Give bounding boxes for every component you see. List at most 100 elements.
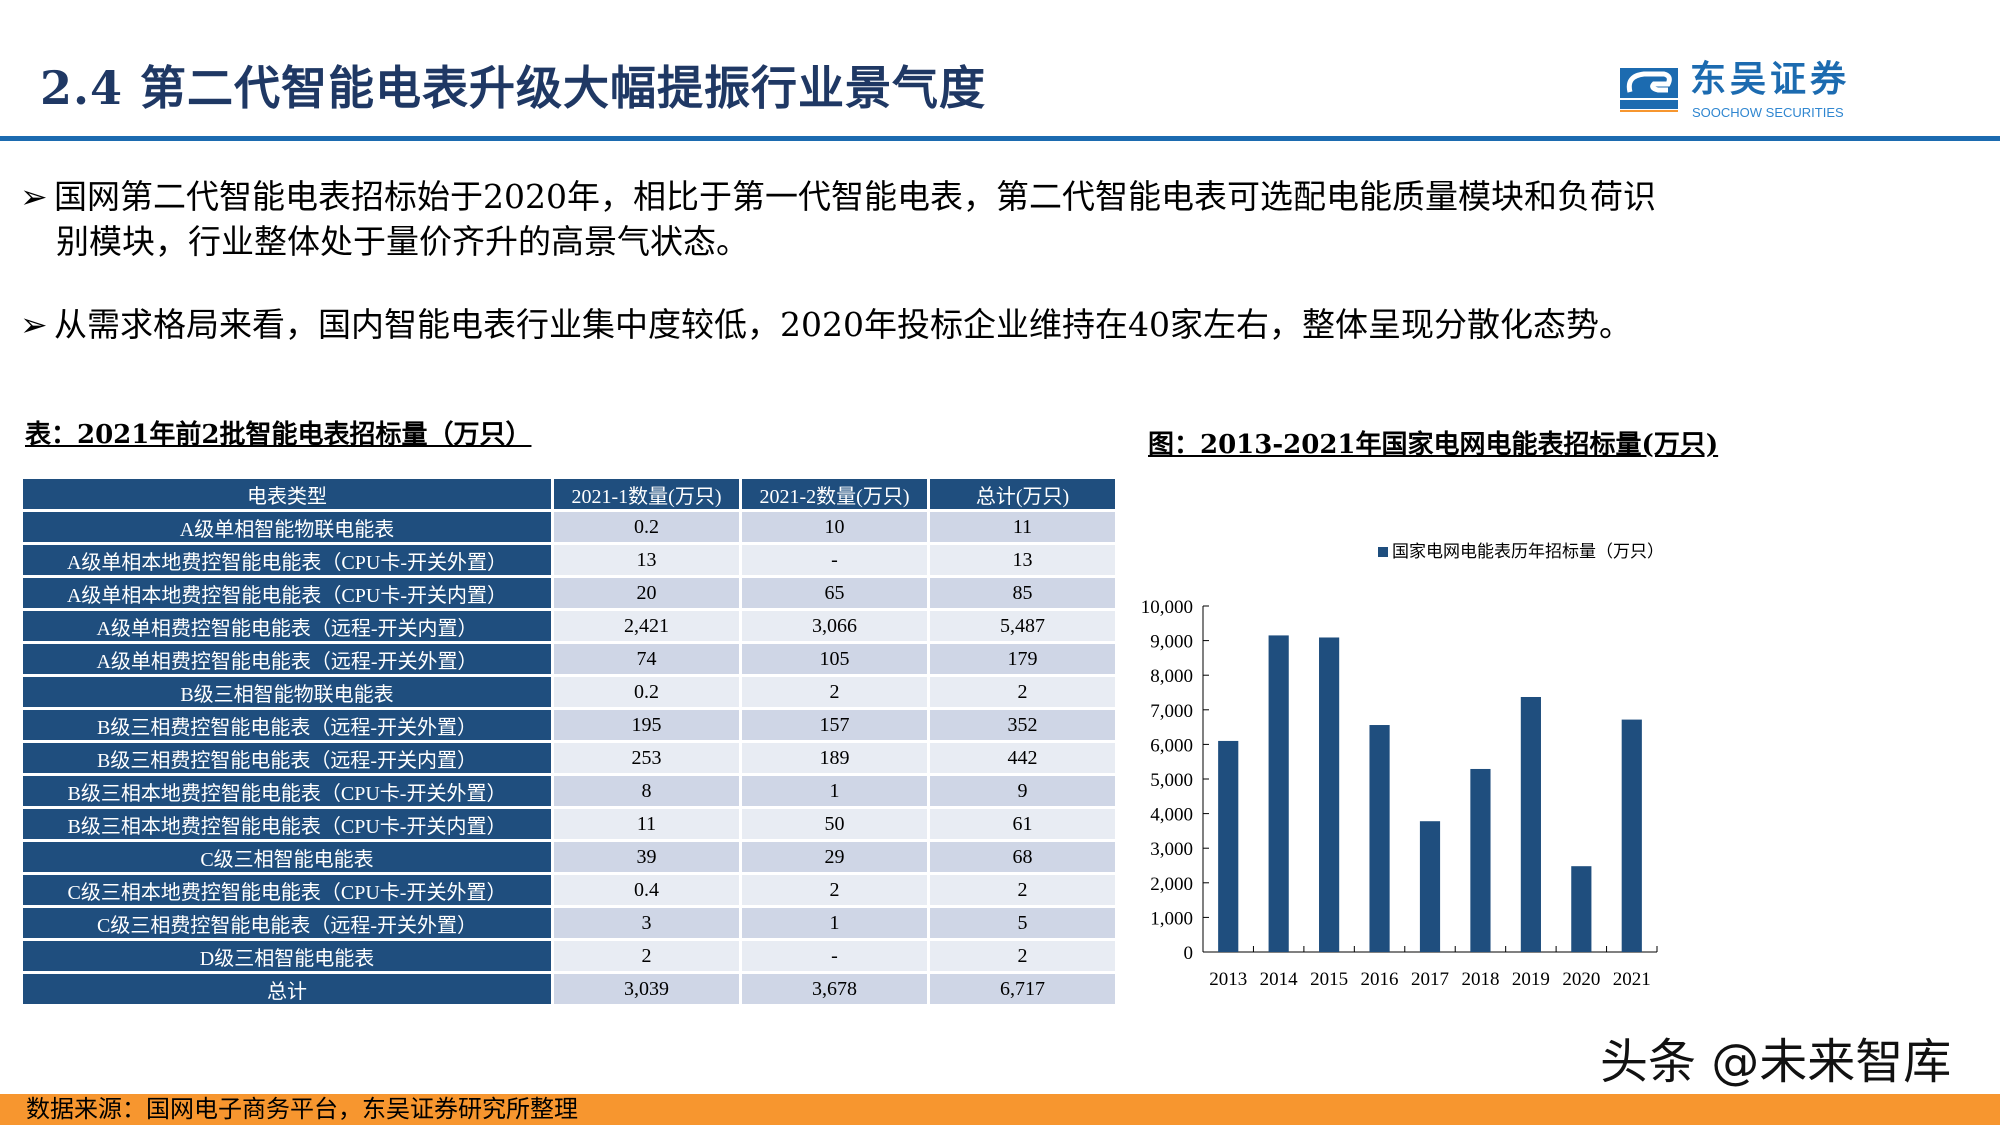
value-cell: 3 xyxy=(554,908,739,938)
bar-2015 xyxy=(1319,637,1340,952)
value-cell: - xyxy=(742,545,927,575)
y-tick-label: 0 xyxy=(1184,943,1194,964)
table-row: D级三相智能电能表 2-2 xyxy=(23,941,1115,971)
chart-caption: 图：2013-2021年国家电网电能表招标量(万只) xyxy=(1148,430,1719,460)
meter-type-cell: C级三相费控智能电能表（远程-开关外置） xyxy=(23,908,551,938)
meter-type-cell: B级三相本地费控智能电能表（CPU卡-开关外置） xyxy=(23,776,551,806)
scs-logo-icon xyxy=(1620,68,1678,112)
table-row: C级三相费控智能电能表（远程-开关外置） 3 1 5 xyxy=(23,908,1115,938)
x-tick-label: 2016 xyxy=(1361,969,1399,990)
source-note: 数据来源：国网电子商务平台，东吴证券研究所整理 xyxy=(26,1095,578,1123)
table-row: B级三相费控智能电能表（远程-开关外置） 195 157 352 xyxy=(23,710,1115,740)
value-cell: 253 xyxy=(554,743,739,773)
value-cell: 2 xyxy=(742,677,927,707)
meter-type-cell: D级三相智能电能表 xyxy=(23,941,551,971)
value-cell: 189 xyxy=(742,743,927,773)
value-cell: 179 xyxy=(930,644,1115,674)
value-cell: 2 xyxy=(742,875,927,905)
table-caption: 表：2021年前2批智能电表招标量（万只） xyxy=(25,420,532,450)
value-cell: 2,421 xyxy=(554,611,739,641)
arrow-bullet-icon: ➢ xyxy=(20,305,48,344)
table-row: B级三相本地费控智能电能表（CPU卡-开关内置） 11 50 61 xyxy=(23,809,1115,839)
value-cell: 157 xyxy=(742,710,927,740)
table-row: A级单相本地费控智能电能表（CPU卡-开关外置） 13-13 xyxy=(23,545,1115,575)
y-tick-label: 8,000 xyxy=(1150,666,1193,687)
value-cell: 65 xyxy=(742,578,927,608)
bar-2014 xyxy=(1268,635,1289,952)
meter-type-cell: A级单相本地费控智能电能表（CPU卡-开关外置） xyxy=(23,545,551,575)
meter-type-cell: A级单相本地费控智能电能表（CPU卡-开关内置） xyxy=(23,578,551,608)
value-cell: 1 xyxy=(742,776,927,806)
x-tick-label: 2020 xyxy=(1562,969,1600,990)
table-row: B级三相本地费控智能电能表（CPU卡-开关外置） 8 1 9 xyxy=(23,776,1115,806)
y-tick-label: 3,000 xyxy=(1150,839,1193,860)
value-cell: 0.4 xyxy=(554,875,739,905)
value-cell: 1 xyxy=(742,908,927,938)
page-title: 2.4 第二代智能电表升级大幅提振行业景气度 xyxy=(40,61,987,115)
bullet-text: 从需求格局来看，国内智能电表行业集中度较低，2020年投标企业维持在40家左右，… xyxy=(54,305,1632,344)
bullet-2: ➢ 从需求格局来看，国内智能电表行业集中度较低，2020年投标企业维持在40家左右… xyxy=(20,302,1950,347)
value-cell: 39 xyxy=(554,842,739,872)
logo-text-cn: 东吴证券 xyxy=(1690,59,1851,100)
x-tick-label: 2021 xyxy=(1613,969,1651,990)
table-row: A级单相费控智能电能表（远程-开关外置） 74 105 179 xyxy=(23,644,1115,674)
legend-label: 国家电网电能表历年招标量（万只） xyxy=(1392,542,1664,562)
meter-type-cell: B级三相智能物联电能表 xyxy=(23,677,551,707)
bar-2021 xyxy=(1621,719,1642,952)
table-row: A级单相本地费控智能电能表（CPU卡-开关内置） 20 65 85 xyxy=(23,578,1115,608)
value-cell: 2021-1数量(万只) xyxy=(554,479,739,509)
table-row: B级三相智能物联电能表 0.2 2 2 xyxy=(23,677,1115,707)
bullet-1: ➢ 国网第二代智能电表招标始于2020年，相比于第一代智能电表，第二代智能电表可选… xyxy=(20,174,1950,264)
value-cell: 13 xyxy=(554,545,739,575)
y-tick-label: 2,000 xyxy=(1150,874,1193,895)
value-cell: 总计(万只) xyxy=(930,479,1115,509)
meter-type-cell: B级三相费控智能电能表（远程-开关内置） xyxy=(23,743,551,773)
x-tick-label: 2018 xyxy=(1461,969,1499,990)
y-tick-label: 6,000 xyxy=(1150,735,1193,756)
company-logo: 东吴证券 SOOCHOW SECURITIES xyxy=(1620,62,1910,124)
value-cell: 11 xyxy=(930,512,1115,542)
value-cell: 2 xyxy=(930,677,1115,707)
value-cell: 2 xyxy=(930,875,1115,905)
bar-2013 xyxy=(1218,740,1239,952)
meter-type-cell: 电表类型 xyxy=(23,479,551,509)
bar-2019 xyxy=(1520,696,1541,952)
y-tick-label: 5,000 xyxy=(1150,770,1193,791)
value-cell: 50 xyxy=(742,809,927,839)
meter-type-cell: C级三相本地费控智能电能表（CPU卡-开关外置） xyxy=(23,875,551,905)
table-row: C级三相本地费控智能电能表（CPU卡-开关外置） 0.4 2 2 xyxy=(23,875,1115,905)
value-cell: - xyxy=(742,941,927,971)
value-cell: 20 xyxy=(554,578,739,608)
arrow-bullet-icon: ➢ xyxy=(20,177,48,216)
x-tick-label: 2013 xyxy=(1209,969,1247,990)
meter-type-cell: A级单相费控智能电能表（远程-开关内置） xyxy=(23,611,551,641)
footer-bar: 数据来源：国网电子商务平台，东吴证券研究所整理 xyxy=(0,1094,2000,1125)
table-row: A级单相智能物联电能表 0.2 10 11 xyxy=(23,512,1115,542)
value-cell: 5 xyxy=(930,908,1115,938)
value-cell: 352 xyxy=(930,710,1115,740)
value-cell: 2021-2数量(万只) xyxy=(742,479,927,509)
logo-text-en: SOOCHOW SECURITIES xyxy=(1692,105,1844,120)
value-cell: 442 xyxy=(930,743,1115,773)
value-cell: 10 xyxy=(742,512,927,542)
meter-type-cell: B级三相费控智能电能表（远程-开关外置） xyxy=(23,710,551,740)
y-tick-label: 4,000 xyxy=(1150,805,1193,826)
y-tick-label: 1,000 xyxy=(1150,908,1193,929)
value-cell: 3,066 xyxy=(742,611,927,641)
value-cell: 2 xyxy=(930,941,1115,971)
y-tick-label: 10,000 xyxy=(1141,597,1193,618)
meter-type-cell: B级三相本地费控智能电能表（CPU卡-开关内置） xyxy=(23,809,551,839)
table-header-row: 电表类型 2021-1数量(万只) 2021-2数量(万只) 总计(万只) xyxy=(23,479,1115,509)
value-cell: 61 xyxy=(930,809,1115,839)
value-cell: 3,678 xyxy=(742,974,927,1004)
y-tick-label: 7,000 xyxy=(1150,701,1193,722)
watermark: 头条 @未来智库 xyxy=(1600,1034,1952,1090)
table-total-row: 总计 3,039 3,678 6,717 xyxy=(23,974,1115,1004)
bullet-text: 国网第二代智能电表招标始于2020年，相比于第一代智能电表，第二代智能电表可选配… xyxy=(54,177,1656,216)
value-cell: 8 xyxy=(554,776,739,806)
value-cell: 5,487 xyxy=(930,611,1115,641)
value-cell: 29 xyxy=(742,842,927,872)
tender-table: 电表类型 2021-1数量(万只) 2021-2数量(万只) 总计(万只) A级单相智能… xyxy=(20,476,1118,1007)
x-tick-label: 2014 xyxy=(1260,969,1299,990)
meter-type-cell: A级单相费控智能电能表（远程-开关外置） xyxy=(23,644,551,674)
